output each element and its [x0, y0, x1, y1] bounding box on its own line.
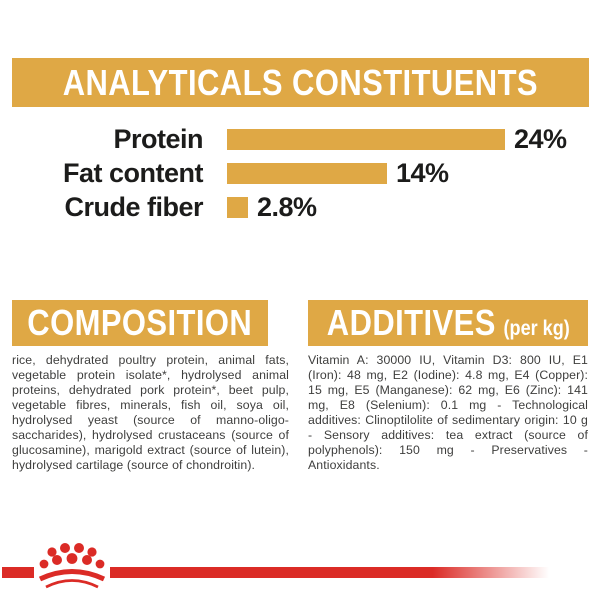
footer-red-band-left	[2, 567, 34, 578]
composition-title: COMPOSITION	[27, 302, 253, 343]
crown-dots	[39, 543, 105, 569]
chart-value-label: 14%	[396, 158, 449, 188]
chart-row: Fat content 14%	[0, 158, 600, 188]
analyticals-title: ANALYTICALS CONSTITUENTS	[62, 61, 539, 103]
crown-arcs	[38, 569, 106, 589]
royal-canin-crown-logo	[38, 543, 106, 589]
chart-row: Protein 24%	[0, 124, 600, 154]
additives-subtitle: (per kg)	[503, 317, 570, 340]
chart-category-label: Fat content	[63, 158, 204, 188]
additives-body: Vitamin A: 30000 IU, Vitamin D3: 800 IU,…	[308, 353, 588, 472]
composition-body: rice, dehydrated poultry protein, animal…	[12, 353, 289, 472]
chart-value-label: 2.8%	[257, 192, 317, 222]
additives-header-band: ADDITIVES (per kg)	[308, 300, 588, 346]
additives-section: ADDITIVES (per kg) Vitamin A: 30000 IU, …	[308, 300, 588, 473]
composition-header-band: COMPOSITION	[12, 300, 268, 346]
chart-bar	[227, 163, 387, 184]
chart-value-label: 24%	[514, 124, 567, 154]
constituents-bar-chart: Protein 24% Fat content 14% Crude fiber 2.8%	[0, 124, 600, 231]
analyticals-header-band: ANALYTICALS CONSTITUENTS	[12, 58, 589, 107]
chart-category-label: Crude fiber	[64, 192, 203, 222]
chart-row: Crude fiber 2.8%	[0, 192, 600, 222]
additives-title: ADDITIVES	[326, 302, 496, 343]
composition-section: COMPOSITION rice, dehydrated poultry pro…	[12, 300, 289, 473]
chart-category-label: Protein	[113, 124, 203, 154]
footer-red-band-right	[110, 567, 558, 578]
chart-bar	[227, 129, 505, 150]
chart-bar	[227, 197, 248, 218]
